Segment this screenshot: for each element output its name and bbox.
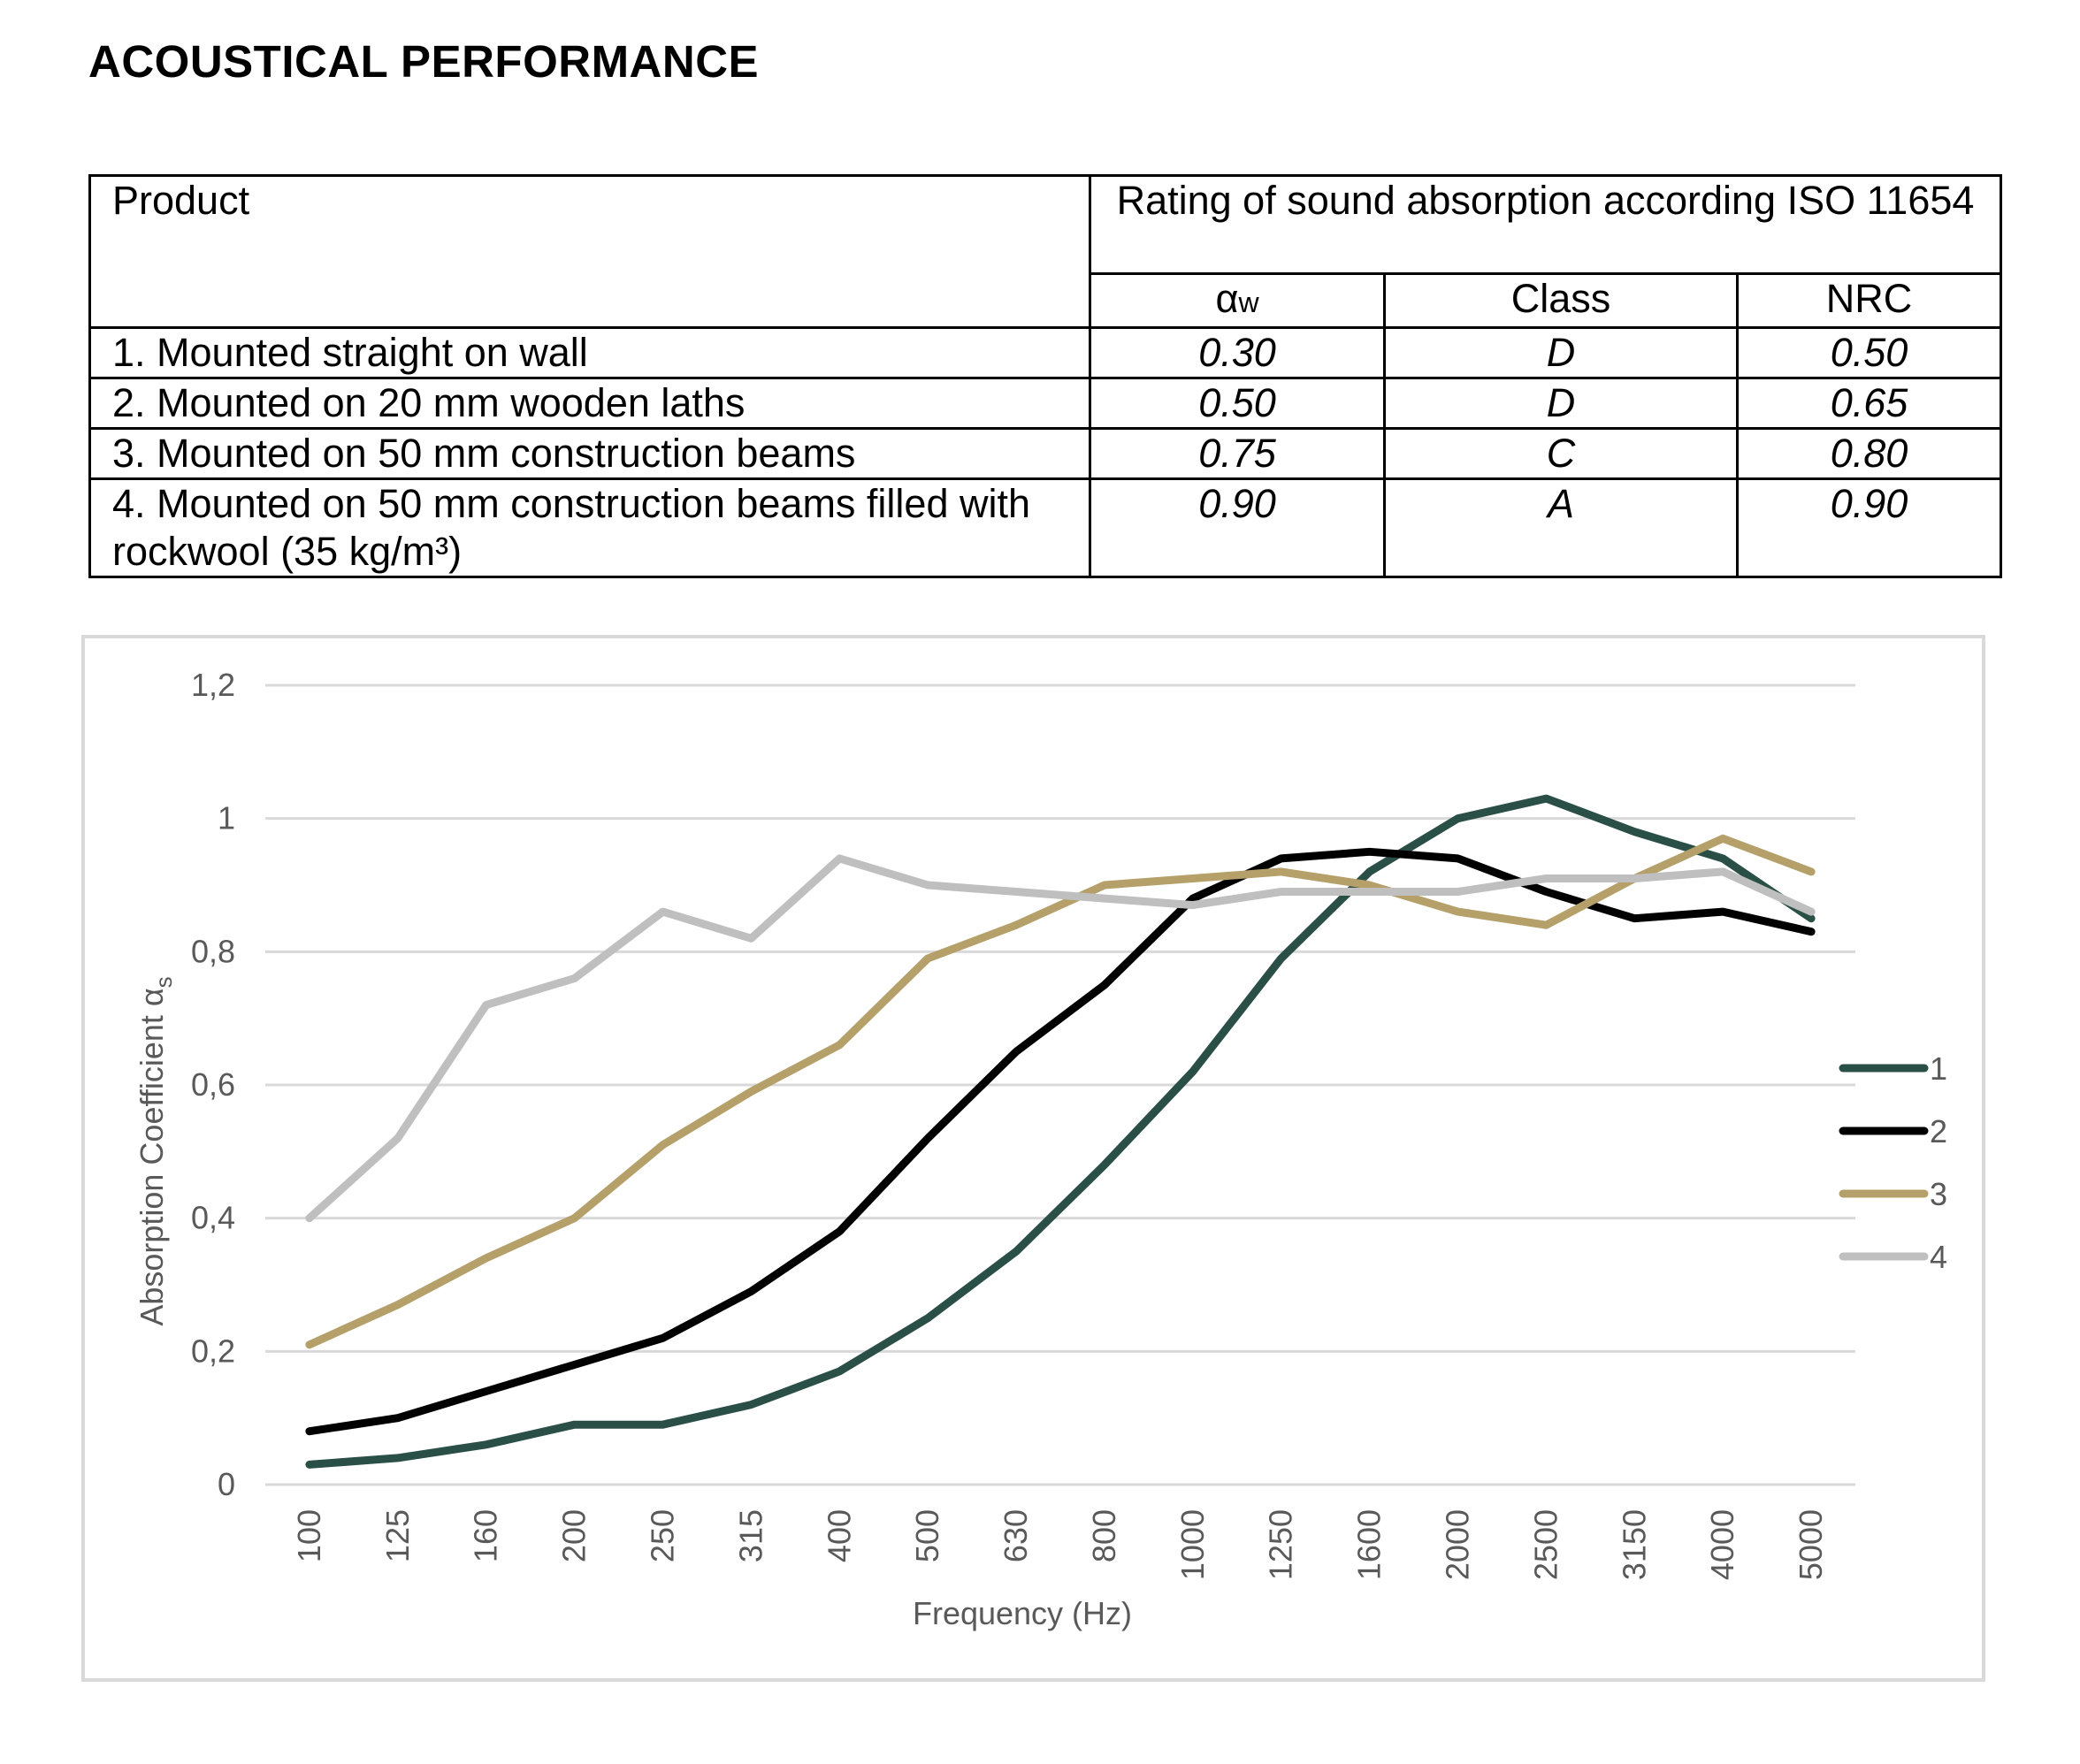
alpha-cell: 0.75 bbox=[1089, 427, 1386, 480]
table-row: 3. Mounted on 50 mm construction beams 0… bbox=[88, 427, 2002, 480]
rating-header: Rating of sound absorption according ISO… bbox=[1089, 174, 2002, 275]
alpha-cell: 0.90 bbox=[1089, 477, 1386, 578]
x-tick-label: 100 bbox=[291, 1509, 327, 1562]
y-tick-label: 1,2 bbox=[191, 667, 235, 703]
x-tick-label: 1250 bbox=[1263, 1509, 1299, 1580]
nrc-cell: 0.50 bbox=[1736, 326, 2002, 379]
x-tick-label: 1000 bbox=[1174, 1509, 1211, 1580]
product-cell: 3. Mounted on 50 mm construction beams bbox=[88, 427, 1091, 480]
x-tick-label: 160 bbox=[468, 1509, 504, 1562]
legend: 1 2 3 4 bbox=[1839, 1050, 1947, 1275]
y-tick-label: 0,4 bbox=[191, 1200, 235, 1236]
nrc-cell: 0.90 bbox=[1736, 477, 2002, 578]
x-tick-labels: 100 125 160 200 250 315 400 500 630 800 1000 1250 16… bbox=[291, 1509, 1829, 1580]
x-tick-label: 200 bbox=[556, 1509, 593, 1562]
class-cell: D bbox=[1383, 377, 1739, 430]
absorption-chart: 0 0,2 0,4 0,6 0,8 1 1,2 100 125 160 200 250 315 400 5… bbox=[134, 667, 1947, 1631]
nrc-cell: 0.65 bbox=[1736, 377, 2002, 430]
product-cell: 2. Mounted on 20 mm wooden laths bbox=[88, 377, 1091, 430]
x-tick-label: 125 bbox=[379, 1509, 416, 1562]
alpha-cell: 0.30 bbox=[1089, 326, 1386, 379]
y-axis-label-subscript: s bbox=[150, 976, 177, 988]
legend-label: 2 bbox=[1930, 1113, 1947, 1149]
nrc-header: NRC bbox=[1736, 272, 2002, 329]
table-row: 4. Mounted on 50 mm construction beams f… bbox=[88, 477, 2002, 578]
x-tick-label: 3150 bbox=[1616, 1509, 1652, 1580]
alpha-header: αw bbox=[1089, 272, 1386, 329]
series-line-4 bbox=[305, 854, 1816, 1223]
product-cell: 4. Mounted on 50 mm construction beams f… bbox=[88, 477, 1091, 578]
product-cell: 1. Mounted straight on wall bbox=[88, 326, 1091, 379]
series-line-1 bbox=[305, 794, 1816, 1469]
x-tick-label: 630 bbox=[998, 1509, 1034, 1562]
product-header: Product bbox=[88, 174, 1091, 329]
grid-layer bbox=[265, 683, 1855, 1486]
x-tick-label: 2500 bbox=[1527, 1509, 1564, 1580]
y-tick-label: 0,8 bbox=[191, 933, 235, 969]
series-line-3 bbox=[305, 834, 1816, 1349]
x-axis-label: Frequency (Hz) bbox=[913, 1595, 1132, 1631]
y-axis-label: Absorption Coefficient αs bbox=[134, 976, 177, 1325]
x-tick-label: 400 bbox=[821, 1509, 857, 1562]
y-tick-label: 0,6 bbox=[191, 1066, 235, 1103]
alpha-header-symbol: α bbox=[1215, 276, 1239, 321]
alpha-header-subscript: w bbox=[1238, 286, 1259, 318]
nrc-cell: 0.80 bbox=[1736, 427, 2002, 480]
x-tick-label: 5000 bbox=[1793, 1509, 1829, 1580]
chart-frame: 0 0,2 0,4 0,6 0,8 1 1,2 100 125 160 200 250 315 400 5… bbox=[81, 635, 1985, 1682]
x-tick-label: 2000 bbox=[1440, 1509, 1476, 1580]
class-header: Class bbox=[1383, 272, 1739, 329]
x-tick-label: 4000 bbox=[1704, 1509, 1740, 1580]
x-tick-label: 800 bbox=[1086, 1509, 1122, 1562]
x-tick-label: 250 bbox=[645, 1509, 681, 1562]
y-tick-label: 1 bbox=[218, 800, 235, 836]
table-row: 1. Mounted straight on wall 0.30 D 0.50 bbox=[88, 326, 2002, 379]
y-tick-labels: 0 0,2 0,4 0,6 0,8 1 1,2 bbox=[191, 667, 235, 1502]
x-tick-label: 500 bbox=[909, 1509, 945, 1562]
x-tick-label: 1600 bbox=[1351, 1509, 1388, 1580]
y-tick-label: 0 bbox=[218, 1466, 235, 1502]
y-axis-label-main: Absorption Coefficient α bbox=[134, 988, 170, 1325]
y-tick-label: 0,2 bbox=[191, 1333, 235, 1369]
alpha-cell: 0.50 bbox=[1089, 377, 1386, 430]
table-row: 2. Mounted on 20 mm wooden laths 0.50 D … bbox=[88, 377, 2002, 430]
class-cell: D bbox=[1383, 326, 1739, 379]
acoustic-table: Product Rating of sound absorption accor… bbox=[88, 174, 2002, 578]
page-title: ACOUSTICAL PERFORMANCE bbox=[88, 36, 760, 87]
x-tick-label: 315 bbox=[732, 1509, 769, 1562]
legend-label: 1 bbox=[1930, 1050, 1947, 1087]
class-cell: C bbox=[1383, 427, 1739, 480]
series-layer bbox=[305, 794, 1816, 1469]
legend-label: 4 bbox=[1930, 1239, 1947, 1275]
class-cell: A bbox=[1383, 477, 1739, 578]
series-line-2 bbox=[305, 847, 1816, 1436]
legend-label: 3 bbox=[1930, 1176, 1947, 1212]
